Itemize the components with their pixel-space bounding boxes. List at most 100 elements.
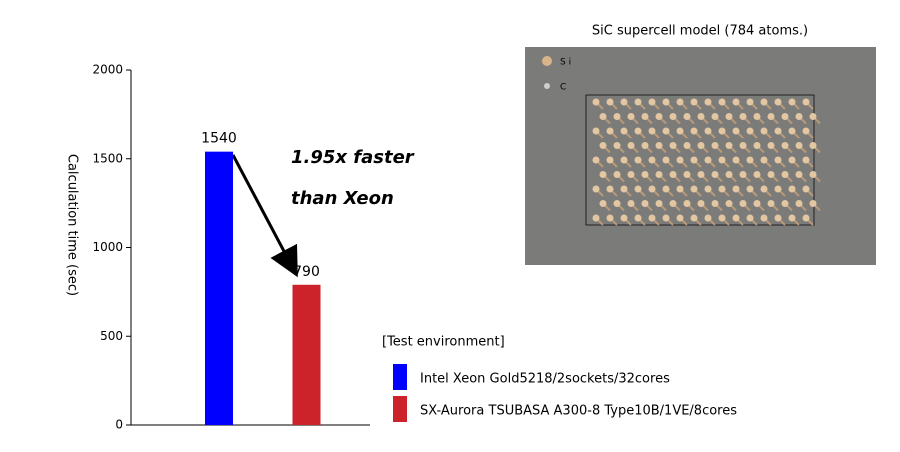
atom (788, 185, 796, 193)
atom (774, 127, 782, 135)
atom (683, 113, 691, 120)
atom (697, 113, 705, 120)
atom (662, 156, 670, 164)
atom (711, 171, 719, 178)
atom (592, 214, 600, 222)
atom (662, 127, 670, 135)
atom (753, 113, 761, 120)
bar (292, 284, 321, 425)
atom (655, 113, 663, 120)
atom (620, 214, 628, 222)
atom (788, 156, 796, 164)
atom (746, 156, 754, 164)
atom (732, 185, 740, 193)
atom (809, 113, 817, 120)
atom (627, 142, 635, 149)
atom (634, 214, 642, 222)
atom (767, 171, 775, 178)
atom (746, 127, 754, 135)
data-label: 790 (293, 264, 320, 280)
atom (732, 214, 740, 222)
atom (739, 171, 747, 178)
atom (718, 156, 726, 164)
atom (690, 127, 698, 135)
atom (746, 98, 754, 106)
atom (697, 142, 705, 149)
atom (606, 214, 614, 222)
legend-label: Intel Xeon Gold5218/2sockets/32cores (420, 372, 670, 387)
annotation: 1.95x faster (291, 147, 415, 168)
atom (655, 171, 663, 178)
atom (662, 98, 670, 106)
y-tick-label: 1000 (92, 240, 123, 254)
atom (795, 171, 803, 178)
atom (781, 200, 789, 207)
atom (753, 200, 761, 207)
atom (599, 142, 607, 149)
atom (592, 127, 600, 135)
atom (718, 214, 726, 222)
atom (760, 98, 768, 106)
atom (606, 156, 614, 164)
atom (704, 98, 712, 106)
atom (711, 200, 719, 207)
atom (697, 171, 705, 178)
atom (704, 185, 712, 193)
atom (795, 113, 803, 120)
atom (760, 127, 768, 135)
atom (613, 142, 621, 149)
atom (767, 142, 775, 149)
model-image (525, 47, 876, 265)
atom (662, 214, 670, 222)
atom (648, 98, 656, 106)
atom (676, 156, 684, 164)
atom (627, 113, 635, 120)
atom (711, 113, 719, 120)
atom (592, 185, 600, 193)
atom (802, 156, 810, 164)
legend-swatch (393, 396, 407, 422)
atom (669, 200, 677, 207)
atom (760, 156, 768, 164)
atom (802, 185, 810, 193)
atom (704, 214, 712, 222)
atom (802, 127, 810, 135)
atom (634, 156, 642, 164)
atom (599, 113, 607, 120)
legend-label: SX-Aurora TSUBASA A300-8 Type10B/1VE/8co… (420, 404, 737, 419)
atom (753, 171, 761, 178)
atom (620, 185, 628, 193)
y-tick-label: 1500 (92, 151, 123, 165)
atom (788, 127, 796, 135)
atom (788, 98, 796, 106)
atom (676, 127, 684, 135)
atom (802, 214, 810, 222)
data-label: 1540 (201, 131, 237, 147)
atoms (592, 98, 821, 226)
si-icon (542, 56, 552, 66)
atom (767, 200, 775, 207)
atom (781, 171, 789, 178)
model-label: S i (560, 58, 571, 68)
atom (774, 185, 782, 193)
atom (683, 200, 691, 207)
atom (627, 171, 635, 178)
atom (634, 98, 642, 106)
atom (606, 185, 614, 193)
atom (725, 171, 733, 178)
atom (683, 171, 691, 178)
atom (613, 113, 621, 120)
atom (809, 200, 817, 207)
legend-swatch (393, 364, 407, 390)
atom (809, 171, 817, 178)
bar (205, 151, 233, 425)
atom (774, 214, 782, 222)
atom (648, 214, 656, 222)
atom (739, 113, 747, 120)
atom (641, 113, 649, 120)
atom (774, 156, 782, 164)
atom (662, 185, 670, 193)
atom (613, 171, 621, 178)
atom (620, 127, 628, 135)
